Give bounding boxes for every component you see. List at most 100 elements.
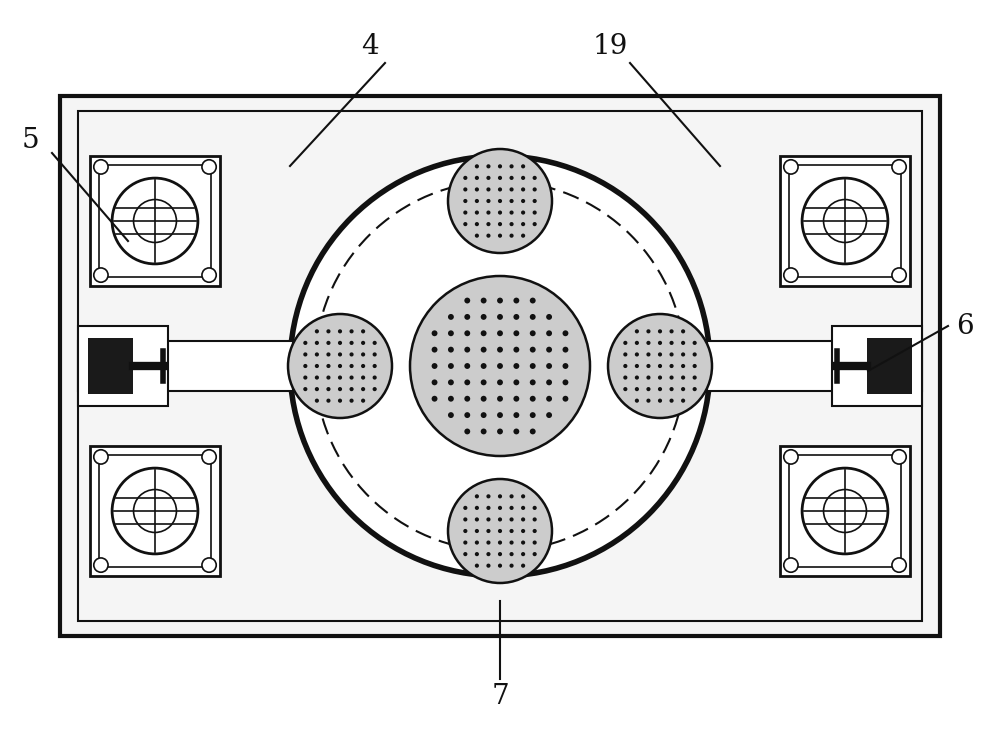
Circle shape	[646, 352, 651, 357]
Bar	[78, 111, 922, 621]
Circle shape	[315, 329, 319, 333]
Circle shape	[509, 494, 514, 499]
Circle shape	[464, 412, 470, 418]
Circle shape	[432, 363, 437, 369]
Circle shape	[481, 428, 487, 434]
Circle shape	[563, 330, 568, 336]
Bar	[90, 446, 220, 576]
Bar	[88, 338, 133, 394]
Bar	[832, 326, 922, 406]
Circle shape	[681, 376, 685, 379]
Circle shape	[892, 160, 906, 174]
Circle shape	[533, 199, 537, 203]
Circle shape	[658, 329, 662, 333]
Circle shape	[463, 540, 467, 545]
Circle shape	[646, 341, 651, 345]
Circle shape	[315, 398, 319, 403]
Circle shape	[497, 395, 503, 401]
Circle shape	[326, 329, 331, 333]
Circle shape	[463, 211, 467, 215]
Circle shape	[432, 395, 437, 401]
Bar	[789, 455, 901, 567]
Circle shape	[326, 364, 331, 368]
Circle shape	[448, 479, 552, 583]
Circle shape	[658, 352, 662, 357]
Circle shape	[521, 529, 525, 533]
Circle shape	[784, 160, 798, 174]
Circle shape	[486, 164, 491, 168]
Circle shape	[669, 398, 674, 403]
Circle shape	[481, 298, 487, 303]
Circle shape	[475, 494, 479, 499]
Circle shape	[646, 364, 651, 368]
Circle shape	[498, 518, 502, 521]
Circle shape	[448, 314, 454, 320]
Circle shape	[509, 211, 514, 215]
Circle shape	[802, 178, 888, 264]
Circle shape	[349, 376, 354, 379]
Circle shape	[646, 329, 651, 333]
Circle shape	[521, 506, 525, 510]
Circle shape	[623, 387, 627, 391]
Circle shape	[563, 379, 568, 385]
Circle shape	[315, 387, 319, 391]
Circle shape	[530, 298, 536, 303]
Circle shape	[349, 364, 354, 368]
Circle shape	[681, 398, 685, 403]
Text: 6: 6	[956, 312, 974, 339]
Circle shape	[681, 341, 685, 345]
Circle shape	[373, 341, 377, 345]
Circle shape	[533, 187, 537, 192]
Circle shape	[497, 330, 503, 336]
Circle shape	[463, 199, 467, 203]
Circle shape	[486, 518, 491, 521]
Circle shape	[202, 450, 216, 464]
Circle shape	[497, 363, 503, 369]
Circle shape	[693, 364, 697, 368]
Circle shape	[608, 314, 712, 418]
Circle shape	[338, 352, 342, 357]
Circle shape	[546, 363, 552, 369]
Circle shape	[373, 364, 377, 368]
Circle shape	[338, 398, 342, 403]
Circle shape	[635, 352, 639, 357]
Circle shape	[464, 363, 470, 369]
Circle shape	[498, 564, 502, 568]
Circle shape	[475, 222, 479, 226]
Circle shape	[290, 156, 710, 576]
Circle shape	[475, 199, 479, 203]
Circle shape	[546, 346, 552, 352]
Circle shape	[94, 558, 108, 572]
Circle shape	[802, 468, 888, 554]
Bar	[707, 341, 922, 391]
Circle shape	[326, 387, 331, 391]
Circle shape	[693, 376, 697, 379]
Circle shape	[530, 363, 536, 369]
Circle shape	[824, 490, 866, 532]
Circle shape	[563, 363, 568, 369]
Circle shape	[498, 506, 502, 510]
Circle shape	[521, 552, 525, 556]
Circle shape	[669, 387, 674, 391]
Circle shape	[498, 494, 502, 499]
Circle shape	[563, 395, 568, 401]
Circle shape	[475, 564, 479, 568]
Circle shape	[94, 450, 108, 464]
Circle shape	[533, 506, 537, 510]
Circle shape	[463, 552, 467, 556]
Circle shape	[497, 412, 503, 418]
Circle shape	[486, 199, 491, 203]
Bar	[90, 156, 220, 286]
Circle shape	[509, 529, 514, 533]
Circle shape	[464, 330, 470, 336]
Circle shape	[288, 314, 392, 418]
Circle shape	[669, 352, 674, 357]
Circle shape	[94, 268, 108, 282]
Circle shape	[509, 552, 514, 556]
Circle shape	[546, 314, 552, 320]
Circle shape	[464, 314, 470, 320]
Circle shape	[497, 379, 503, 385]
Circle shape	[475, 187, 479, 192]
Circle shape	[521, 222, 525, 226]
Circle shape	[521, 234, 525, 238]
